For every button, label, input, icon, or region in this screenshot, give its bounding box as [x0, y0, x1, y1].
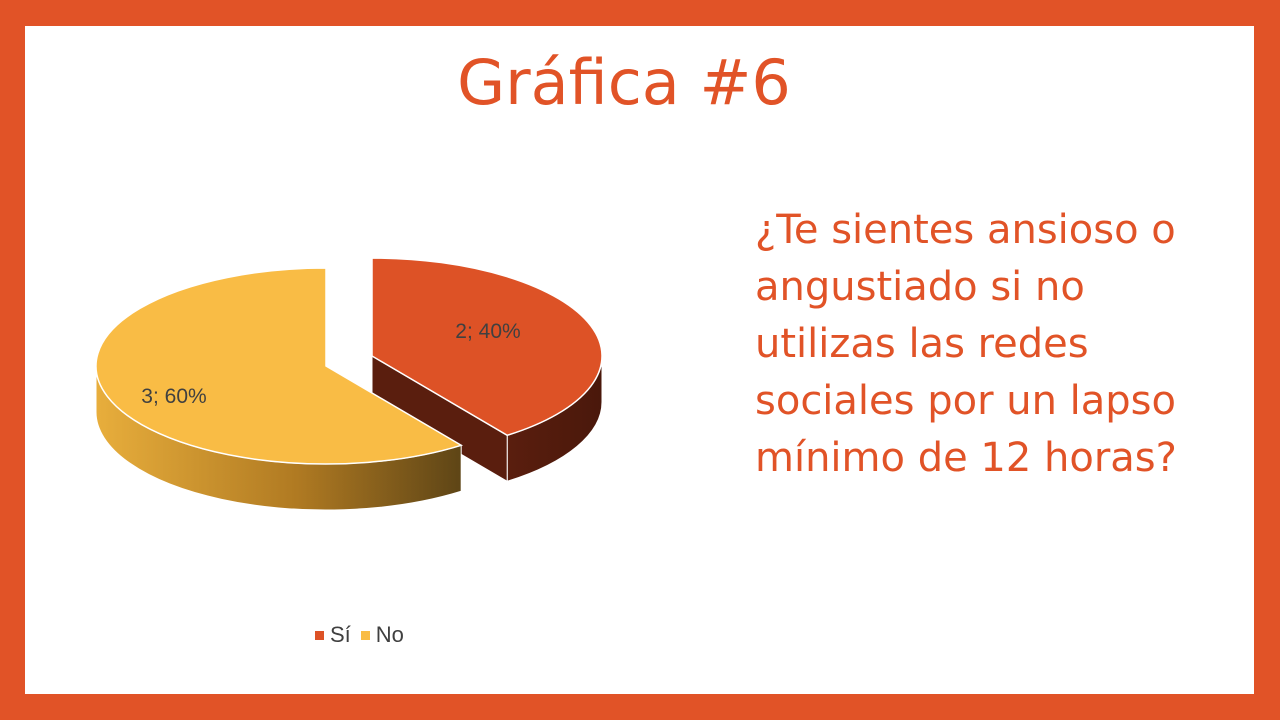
legend-item-si: Sí [315, 622, 351, 648]
slice-top-si [371, 257, 603, 437]
legend-label-si: Sí [330, 622, 351, 647]
question-text: ¿Te sientes ansioso o angustiado si no u… [755, 207, 1177, 481]
legend-label-no: No [375, 622, 404, 647]
slide-title: Gráfica #6 [457, 46, 791, 119]
legend-swatch-no [360, 630, 370, 640]
data-label-no: 3; 60% [141, 385, 206, 408]
legend-swatch-si [315, 630, 324, 640]
data-label-si: 2; 40% [455, 320, 520, 343]
slice-top-no [95, 267, 464, 465]
legend-item-no: No [360, 622, 404, 648]
chart-legend: Sí No [315, 622, 404, 648]
